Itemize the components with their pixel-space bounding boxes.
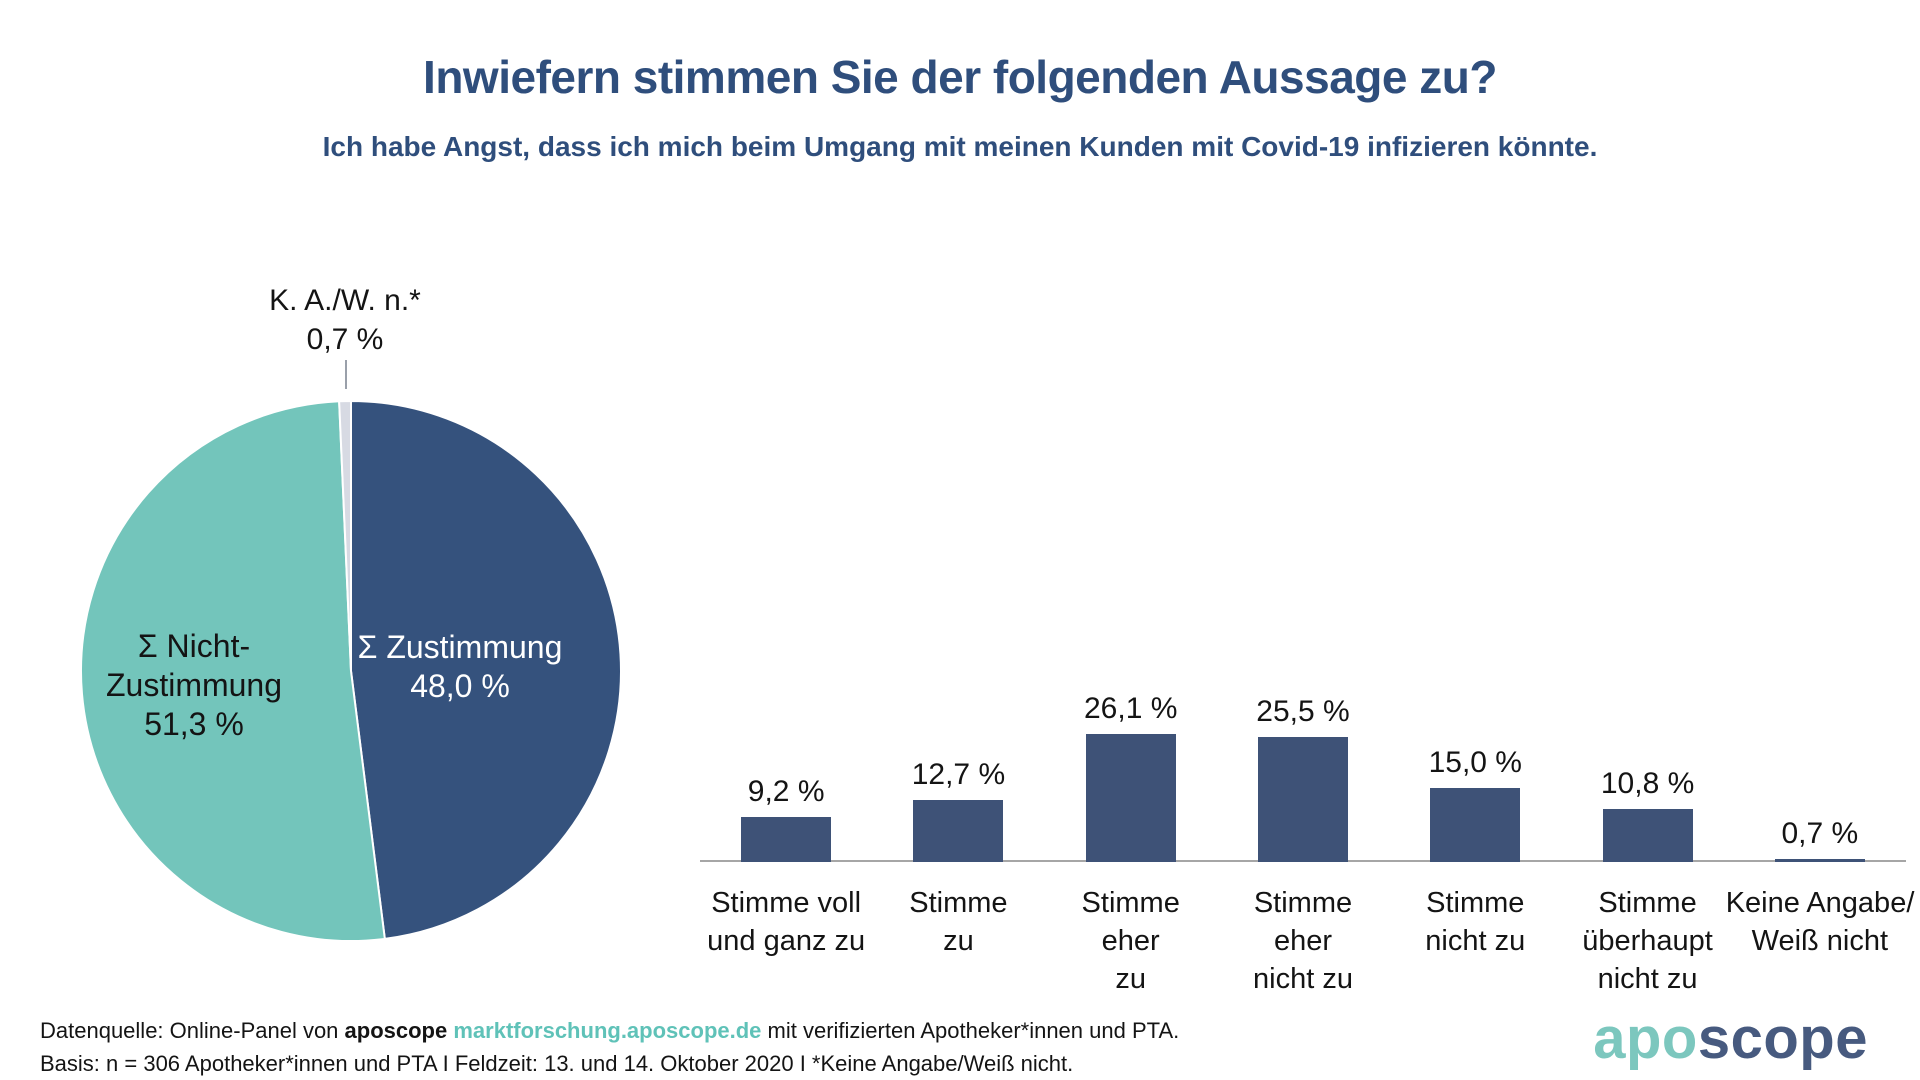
- category-label-line: nicht zu: [1425, 925, 1526, 957]
- bar-value-label: 0,7 %: [1781, 816, 1859, 850]
- pie-label-zustimmung: Σ Zustimmung 48,0 %: [310, 628, 610, 706]
- bar-chart: 9,2 % Stimme voll und ganz zu 12,7 % Stimme z…: [700, 560, 1915, 1030]
- category-label-line: nicht zu: [1597, 963, 1698, 995]
- pie-label-line: Σ Zustimmung: [357, 629, 563, 665]
- category-label-line: Stimme: [1426, 887, 1525, 919]
- pie-callout-leader-line: [345, 360, 347, 389]
- bar-value-label: 12,7 %: [911, 757, 1006, 791]
- pie-chart: [80, 399, 622, 942]
- bar: [913, 799, 1004, 862]
- pie-label-line: Σ Nicht-: [137, 628, 251, 664]
- pie-label-value: 51,3 %: [144, 706, 244, 742]
- bar-value-label: 10,8 %: [1600, 766, 1695, 800]
- category-label: Stimme eher zu: [1037, 884, 1225, 998]
- bar: [1774, 858, 1865, 862]
- bar-column: 26,1 % Stimme eher zu: [1045, 560, 1217, 1030]
- bar: [1085, 733, 1176, 862]
- source-link[interactable]: marktforschung.aposcope.de: [453, 1018, 762, 1043]
- pie-callout-label: K. A./W. n.* 0,7 %: [225, 281, 465, 359]
- bar-value-label: 25,5 %: [1256, 694, 1350, 728]
- category-label-line: zu: [943, 925, 974, 957]
- bar: [1430, 788, 1521, 862]
- category-label-line: Stimme: [909, 887, 1008, 919]
- logo-part-apo: apo: [1593, 1006, 1698, 1071]
- bar-value-label: 15,0 %: [1428, 746, 1522, 780]
- source-line-2: Basis: n = 306 Apotheker*innen und PTA I…: [40, 1051, 1074, 1076]
- pie-slice-1: [80, 400, 386, 942]
- source-note: Datenquelle: Online-Panel von aposcope m…: [40, 1014, 1179, 1080]
- pie-label-value: 48,0 %: [410, 668, 510, 704]
- logo-part-scope: scope: [1697, 1006, 1868, 1071]
- category-label: Stimme nicht zu: [1381, 884, 1569, 960]
- bar-value-label: 26,1 %: [1084, 691, 1178, 725]
- pie-callout-name: K. A./W. n.*: [269, 284, 421, 317]
- bar: [1257, 736, 1348, 862]
- pie-label-line: Zustimmung: [105, 667, 283, 703]
- category-label: Keine Angabe/Weiß nicht: [1725, 884, 1915, 960]
- pie-callout-value: 0,7 %: [306, 323, 384, 356]
- page-title: Inwiefern stimmen Sie der folgenden Auss…: [423, 51, 1497, 103]
- pie-slice-2: [338, 399, 352, 672]
- statement-subtitle: Ich habe Angst, dass ich mich beim Umgan…: [322, 131, 1598, 162]
- bar-column: 0,7 % Keine Angabe/Weiß nicht: [1726, 560, 1915, 1030]
- category-label-line: zu: [1115, 963, 1147, 995]
- category-label-line: Weiß nicht: [1751, 925, 1889, 957]
- category-label: Stimme überhaupt nicht zu: [1553, 884, 1741, 998]
- source-text-segment: mit verifizierten Apotheker*innen und PT…: [761, 1018, 1180, 1043]
- category-label-line: überhaupt: [1582, 925, 1713, 957]
- bar-column: 9,2 % Stimme voll und ganz zu: [700, 560, 872, 1030]
- source-line-1: Datenquelle: Online-Panel von aposcope m…: [40, 1014, 1179, 1047]
- source-text-segment: Datenquelle: Online-Panel von: [40, 1018, 345, 1043]
- category-label-line: Stimme: [1081, 887, 1180, 919]
- category-label-line: eher: [1273, 925, 1332, 957]
- category-label-line: eher: [1101, 925, 1160, 957]
- category-label-line: Stimme: [1253, 887, 1353, 919]
- bar: [741, 816, 832, 862]
- category-label-line: Stimme: [1598, 887, 1697, 919]
- pie-slice-0: [350, 399, 622, 940]
- bar-column: 15,0 % Stimme nicht zu: [1389, 560, 1561, 1030]
- category-label: Stimme voll und ganz zu: [692, 884, 880, 960]
- category-label-line: Stimme voll: [711, 887, 862, 919]
- category-label: Stimme zu: [864, 884, 1052, 960]
- bar-column: 10,8 % Stimme überhaupt nicht zu: [1561, 560, 1733, 1030]
- bar-value-label: 9,2 %: [747, 774, 825, 808]
- bar: [1602, 808, 1693, 862]
- pie-label-nicht-zustimmung: Σ Nicht- Zustimmung 51,3 %: [44, 627, 344, 744]
- category-label: Stimme eher nicht zu: [1209, 884, 1397, 998]
- bar-column: 25,5 % Stimme eher nicht zu: [1217, 560, 1389, 1030]
- category-label-line: und ganz zu: [707, 925, 866, 957]
- bar-column: 12,7 % Stimme zu: [872, 560, 1044, 1030]
- category-label-line: Keine Angabe/: [1725, 887, 1915, 919]
- source-text-segment: aposcope: [344, 1018, 454, 1043]
- aposcope-logo: aposcope: [1593, 1010, 1868, 1068]
- category-label-line: nicht zu: [1253, 963, 1353, 995]
